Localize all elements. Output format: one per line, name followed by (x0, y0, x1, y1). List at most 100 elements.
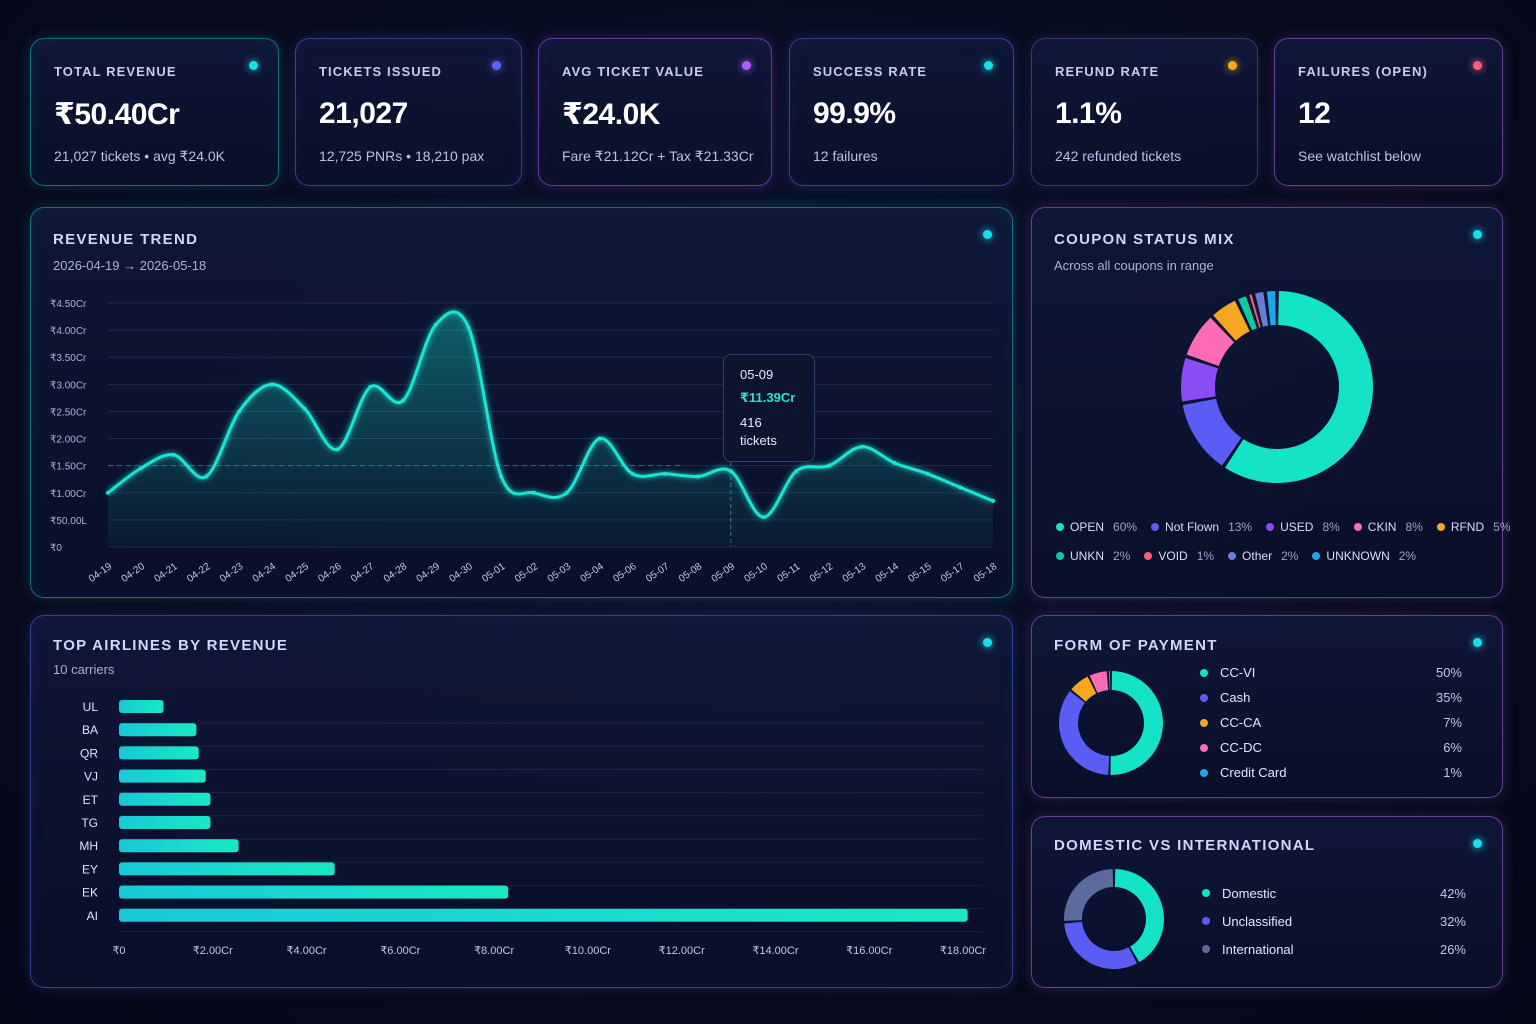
donut-slice[interactable] (1186, 317, 1235, 366)
donut-slice[interactable] (1071, 676, 1097, 702)
data-point[interactable] (106, 490, 110, 495)
bar[interactable] (119, 700, 164, 713)
legend-label: VOID (1158, 549, 1188, 563)
data-point[interactable] (499, 474, 504, 479)
legend-item[interactable]: RFND 5% (1436, 520, 1510, 534)
legend-label: CC-VI (1220, 665, 1256, 680)
data-point[interactable] (925, 471, 930, 476)
legend-item[interactable]: Cash 35% (1200, 685, 1462, 710)
legend-item[interactable]: OPEN 60% (1056, 520, 1137, 534)
data-point[interactable] (269, 382, 274, 387)
donut-slice[interactable] (1110, 671, 1163, 775)
legend-label: OPEN (1070, 520, 1105, 534)
data-point[interactable] (696, 474, 700, 479)
legend-item[interactable]: VOID 1% (1144, 549, 1214, 563)
data-point[interactable] (335, 447, 340, 452)
bar[interactable] (119, 792, 211, 806)
panel-subtitle: Across all coupons in range (1054, 258, 1214, 273)
legend-item[interactable]: USED 8% (1266, 520, 1340, 534)
kpi-card-avg-ticket-value[interactable]: AVG TICKET VALUE ₹24.0K Fare ₹21.12Cr + … (538, 38, 772, 186)
legend-item[interactable]: Credit Card 1% (1200, 760, 1462, 785)
donut-slice[interactable] (1249, 294, 1261, 328)
data-point[interactable] (401, 398, 405, 403)
donut-slice[interactable] (1181, 357, 1218, 402)
legend-item[interactable]: Unclassified 32% (1202, 907, 1466, 935)
legend-dot (1202, 889, 1210, 897)
donut-slice[interactable] (1255, 291, 1269, 327)
legend-item[interactable]: Other 2% (1228, 549, 1298, 563)
donut-slice[interactable] (1064, 921, 1137, 969)
data-point[interactable] (597, 436, 602, 441)
donut-slice[interactable] (1213, 300, 1250, 341)
y-tick-label: ₹2.00Cr (50, 435, 87, 446)
donut-slice[interactable] (1059, 691, 1110, 775)
data-point[interactable] (237, 409, 242, 414)
x-tick-label: 04-27 (349, 561, 377, 585)
data-point[interactable] (433, 322, 438, 327)
legend-item[interactable]: Not Flown 13% (1151, 520, 1252, 534)
legend-item[interactable]: International 26% (1202, 935, 1466, 963)
bar[interactable] (119, 862, 335, 876)
legend-item[interactable]: CC-CA 7% (1200, 710, 1462, 735)
donut-slice[interactable] (1266, 291, 1276, 326)
data-point[interactable] (466, 325, 471, 330)
data-point[interactable] (892, 460, 897, 465)
data-point[interactable] (859, 444, 864, 449)
data-point[interactable] (630, 471, 635, 476)
legend-item[interactable]: CKIN 8% (1353, 520, 1423, 534)
y-category-label: QR (80, 746, 98, 760)
data-point[interactable] (728, 469, 733, 474)
donut-slice[interactable] (1108, 671, 1111, 691)
payment-donut-chart[interactable] (1058, 670, 1164, 776)
data-point[interactable] (204, 474, 209, 479)
bar[interactable] (119, 908, 968, 922)
data-point[interactable] (302, 406, 307, 411)
bar[interactable] (119, 723, 197, 737)
legend-dot (1200, 743, 1208, 752)
data-point[interactable] (532, 490, 537, 495)
domestic-donut-chart[interactable] (1062, 867, 1166, 971)
legend-item[interactable]: Domestic 42% (1202, 879, 1466, 907)
bar[interactable] (119, 769, 206, 783)
legend-percent: 8% (1322, 520, 1340, 534)
data-point[interactable] (991, 498, 995, 503)
x-tick-label: ₹12.00Cr (659, 945, 705, 957)
kpi-label: FAILURES (OPEN) (1298, 64, 1428, 79)
status-dot (249, 61, 258, 70)
kpi-card-failures-open[interactable]: FAILURES (OPEN) 12 See watchlist below (1274, 38, 1503, 186)
kpi-sub: Fare ₹21.12Cr + Tax ₹21.33Cr (562, 148, 754, 164)
data-point[interactable] (827, 463, 832, 468)
data-point[interactable] (368, 385, 373, 390)
data-point[interactable] (663, 471, 668, 476)
donut-slice[interactable] (1225, 291, 1373, 483)
kpi-card-tickets-issued[interactable]: TICKETS ISSUED 21,027 12,725 PNRs • 18,2… (295, 38, 522, 186)
bar[interactable] (119, 816, 211, 829)
data-point[interactable] (794, 469, 799, 474)
donut-slice[interactable] (1182, 398, 1242, 466)
legend-item[interactable]: UNKNOWN 2% (1312, 549, 1416, 563)
data-point[interactable] (171, 452, 176, 457)
kpi-card-success-rate[interactable]: SUCCESS RATE 99.9% 12 failures (789, 38, 1014, 186)
legend-item[interactable]: CC-VI 50% (1200, 660, 1462, 685)
bar[interactable] (119, 746, 199, 760)
legend-dot (1312, 552, 1321, 560)
donut-slice[interactable] (1089, 671, 1109, 693)
donut-slice[interactable] (1114, 869, 1164, 963)
bar[interactable] (119, 885, 509, 899)
data-point[interactable] (958, 485, 963, 490)
revenue-trend-chart[interactable]: ₹0 ₹50.00L ₹1.00Cr ₹1.50Cr ₹2.00Cr ₹2.50Cr ₹3.… (30, 207, 1013, 598)
data-point[interactable] (564, 490, 569, 495)
donut-slice[interactable] (1238, 296, 1257, 331)
legend-percent: 2% (1398, 549, 1417, 563)
area-fill (108, 311, 993, 547)
donut-slice[interactable] (1064, 869, 1114, 921)
legend-item[interactable]: UNKN 2% (1056, 549, 1130, 563)
bar[interactable] (119, 839, 239, 853)
coupon-donut-chart[interactable] (1172, 282, 1382, 492)
kpi-card-total-revenue[interactable]: TOTAL REVENUE ₹50.40Cr 21,027 tickets • … (30, 38, 279, 186)
kpi-card-refund-rate[interactable]: REFUND RATE 1.1% 242 refunded tickets (1031, 38, 1258, 186)
data-point[interactable] (138, 466, 143, 471)
data-point[interactable] (761, 515, 766, 520)
airlines-bar-chart[interactable]: UL BA QR VJ ET TG MH EY EK AI ₹0 ₹2.00Cr ₹4.00Cr ₹6.0… (30, 615, 1013, 988)
legend-item[interactable]: CC-DC 6% (1200, 735, 1462, 760)
